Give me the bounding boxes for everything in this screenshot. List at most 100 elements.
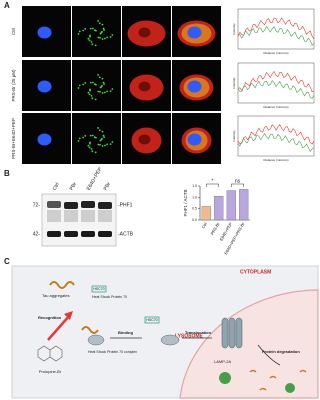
lamp2a-puncta bbox=[78, 30, 81, 33]
lamp2a-puncta bbox=[82, 136, 85, 139]
bar bbox=[239, 189, 249, 221]
lamp2a-puncta bbox=[90, 40, 93, 43]
profile-y-label: Intensity bbox=[232, 23, 236, 35]
hsc70-box bbox=[144, 316, 160, 324]
significance-bracket bbox=[206, 183, 219, 187]
lamp2a-puncta bbox=[93, 136, 96, 139]
compound-label: Prolupine-Br bbox=[39, 369, 62, 374]
protease bbox=[285, 383, 295, 393]
lamp2a-puncta bbox=[102, 27, 105, 30]
x-tick-label: Ctrl bbox=[201, 221, 208, 229]
profile-trace bbox=[237, 123, 315, 145]
lamp2a-puncta bbox=[97, 143, 100, 146]
row-label: PRS-Br (25 μM) bbox=[11, 69, 16, 102]
hsp70-label: Heat Shock Protein 70 bbox=[92, 295, 127, 299]
nucleus bbox=[37, 80, 52, 93]
step-label: Translocation bbox=[185, 330, 212, 335]
actb-band bbox=[64, 231, 78, 237]
lamp2a-puncta bbox=[97, 127, 99, 129]
lamp2a-puncta bbox=[88, 146, 91, 149]
lamp2a-puncta bbox=[97, 74, 99, 76]
lamp2a-puncta bbox=[101, 84, 103, 87]
lamp2a-puncta bbox=[97, 20, 99, 22]
significance-label: * bbox=[212, 178, 214, 184]
step-label: Protein degradation bbox=[262, 349, 300, 354]
lamp2a-puncta bbox=[91, 27, 94, 30]
profile-x-label: Distance (microns) bbox=[263, 105, 288, 109]
lamp2a-puncta bbox=[87, 37, 90, 40]
lamp2a-puncta bbox=[89, 88, 91, 91]
compartment-label: CYTOPLASM bbox=[240, 269, 271, 275]
lamp2a-puncta bbox=[94, 98, 97, 101]
lamp2a-puncta bbox=[106, 90, 109, 93]
profile-plot bbox=[237, 8, 315, 50]
band-label: -ACTB bbox=[118, 231, 134, 237]
tau-bound bbox=[81, 326, 99, 334]
lane-label: Ctrl bbox=[52, 182, 61, 192]
actb-band bbox=[47, 231, 61, 237]
lamp2a-puncta bbox=[103, 83, 105, 86]
lamp2a-puncta bbox=[87, 91, 90, 94]
lamp2a-puncta bbox=[82, 83, 85, 86]
arrow bbox=[47, 314, 71, 341]
lamp2a-puncta bbox=[90, 94, 93, 97]
profile-trace bbox=[237, 25, 315, 46]
profile-plot bbox=[237, 115, 315, 157]
lamp2a-puncta bbox=[78, 84, 81, 87]
y-tick-label: 1.5 bbox=[192, 184, 197, 188]
lamp2a-puncta bbox=[99, 36, 101, 39]
fragment bbox=[269, 375, 277, 379]
nucleus-shadow bbox=[138, 27, 151, 38]
lamp2a-puncta bbox=[101, 145, 104, 147]
lamp2a-subunit bbox=[235, 317, 243, 349]
lamp2a-puncta bbox=[99, 143, 101, 146]
lamp2a-puncta bbox=[90, 147, 93, 150]
complex-blob bbox=[160, 334, 180, 346]
mw-marker: 42- bbox=[33, 231, 41, 237]
lamp2a-puncta bbox=[103, 29, 105, 32]
nucleus bbox=[37, 26, 52, 39]
lamp2a-puncta bbox=[89, 134, 92, 137]
lamp2a-puncta bbox=[101, 30, 103, 33]
lamp2a-puncta bbox=[77, 33, 80, 35]
lamp2a-puncta bbox=[102, 81, 105, 84]
lamp2a-puncta bbox=[97, 36, 100, 39]
lamp2a-puncta bbox=[98, 76, 101, 79]
nucleus-shadow bbox=[138, 81, 151, 92]
lysosome-membrane bbox=[179, 289, 319, 399]
lamp2a-puncta bbox=[89, 81, 92, 84]
lamp2a-puncta bbox=[104, 37, 106, 40]
y-axis-label: PHF1 / ACTB bbox=[183, 189, 188, 216]
lamp2a-puncta bbox=[103, 136, 105, 139]
phf1-smear bbox=[64, 210, 78, 222]
actb-band bbox=[98, 231, 112, 237]
lamp2a-puncta bbox=[104, 144, 106, 147]
lamp2a-puncta bbox=[84, 135, 87, 137]
profile-trace bbox=[237, 132, 315, 152]
profile-y-label: Intensity bbox=[232, 130, 236, 142]
bar bbox=[214, 196, 224, 221]
profile-trace bbox=[237, 70, 315, 93]
lamp2a-puncta bbox=[94, 151, 97, 154]
actb-band bbox=[81, 231, 95, 237]
profile-x-label: Distance (microns) bbox=[263, 51, 288, 55]
lamp2a-subunit bbox=[228, 317, 236, 349]
lamp2a-puncta bbox=[98, 22, 101, 25]
lamp2a-puncta bbox=[111, 141, 114, 143]
lamp2a-puncta bbox=[84, 28, 87, 30]
phf1-band bbox=[47, 201, 61, 208]
lamp-label: LAMP-2A bbox=[214, 359, 231, 364]
compound-structure bbox=[37, 345, 63, 362]
significance-label: ns bbox=[235, 178, 241, 184]
nucleus bbox=[37, 133, 52, 146]
step-label: Recognition bbox=[38, 315, 62, 320]
lamp2a-puncta bbox=[91, 134, 94, 137]
lamp2a-puncta bbox=[89, 89, 91, 92]
lamp2a-puncta bbox=[106, 143, 109, 146]
lamp2a-puncta bbox=[101, 23, 104, 26]
lane-label: E64D+PEP bbox=[86, 166, 104, 192]
lamp2a-puncta bbox=[89, 142, 91, 145]
fragment bbox=[249, 369, 257, 373]
nucleus-shadow bbox=[138, 134, 151, 145]
